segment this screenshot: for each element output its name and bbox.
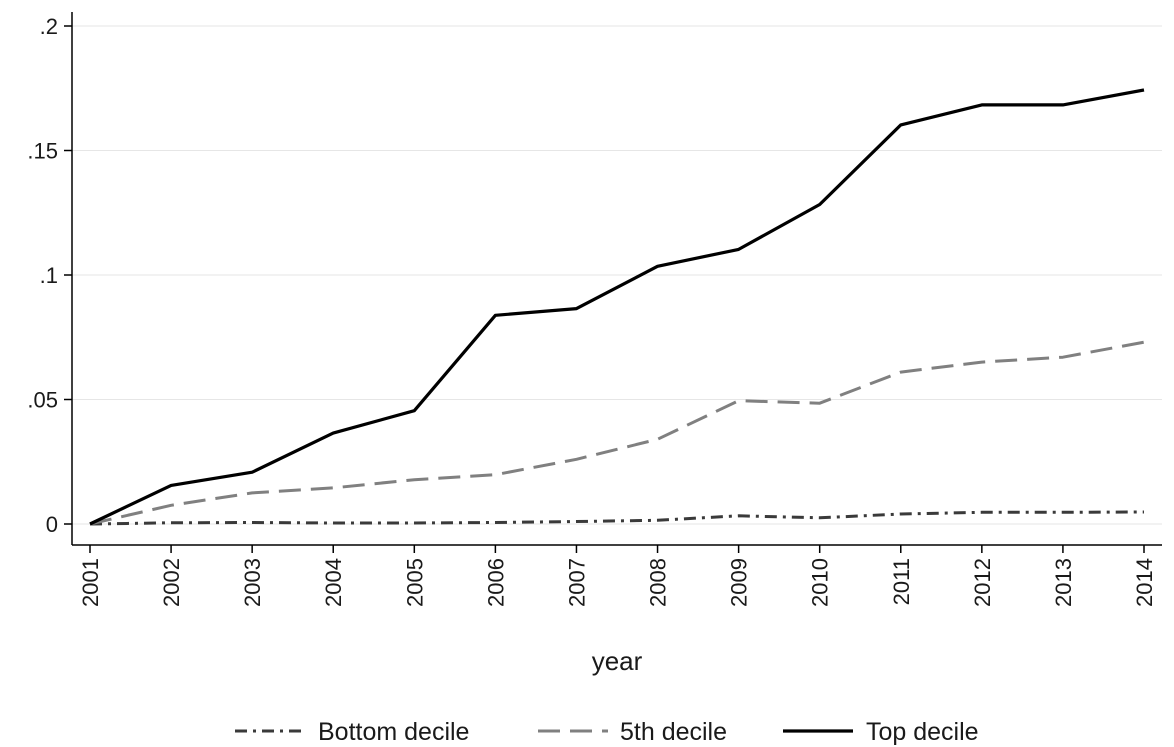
x-tick-label: 2005 xyxy=(402,558,427,607)
y-tick-label: 0 xyxy=(46,512,58,537)
x-tick-label: 2011 xyxy=(889,558,914,605)
x-tick-label: 2002 xyxy=(159,558,184,607)
x-tick-label: 2013 xyxy=(1051,558,1076,607)
x-axis-ticks: 2001 2002 2003 2004 2005 2006 2007 2008 2009 2010… xyxy=(78,545,1157,607)
legend-label: 5th decile xyxy=(620,718,727,746)
x-tick-label: 2012 xyxy=(970,558,995,607)
series-lines xyxy=(89,88,1145,526)
x-tick-label: 2007 xyxy=(564,558,589,607)
y-tick-label: .15 xyxy=(27,139,58,164)
x-tick-label: 2001 xyxy=(78,558,103,607)
series-line-2 xyxy=(89,88,1145,526)
x-tick-label: 2006 xyxy=(483,558,508,607)
y-tick-label: .1 xyxy=(40,263,58,288)
x-tick-label: 2010 xyxy=(808,558,833,607)
series-line-0 xyxy=(89,510,1145,526)
y-tick-label: .05 xyxy=(27,388,58,413)
x-tick-label: 2009 xyxy=(727,558,752,607)
y-tick-label: .2 xyxy=(40,14,58,39)
x-tick-label: 2008 xyxy=(646,558,671,607)
series-line-1 xyxy=(89,340,1145,526)
x-tick-label: 2003 xyxy=(240,558,265,607)
y-axis-ticks: 0 .05 .1 .15 .2 xyxy=(27,14,72,537)
x-tick-label: 2014 xyxy=(1132,558,1157,607)
x-axis-title: year xyxy=(592,646,643,676)
gridlines xyxy=(72,25,1162,525)
x-tick-label: 2004 xyxy=(321,558,346,607)
legend: Bottom decile 5th decile Top decile xyxy=(235,718,979,746)
legend-label: Bottom decile xyxy=(318,718,469,746)
legend-label: Top decile xyxy=(866,718,979,746)
